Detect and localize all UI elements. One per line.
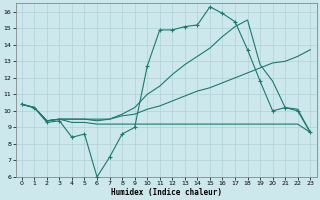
X-axis label: Humidex (Indice chaleur): Humidex (Indice chaleur) <box>110 188 221 197</box>
